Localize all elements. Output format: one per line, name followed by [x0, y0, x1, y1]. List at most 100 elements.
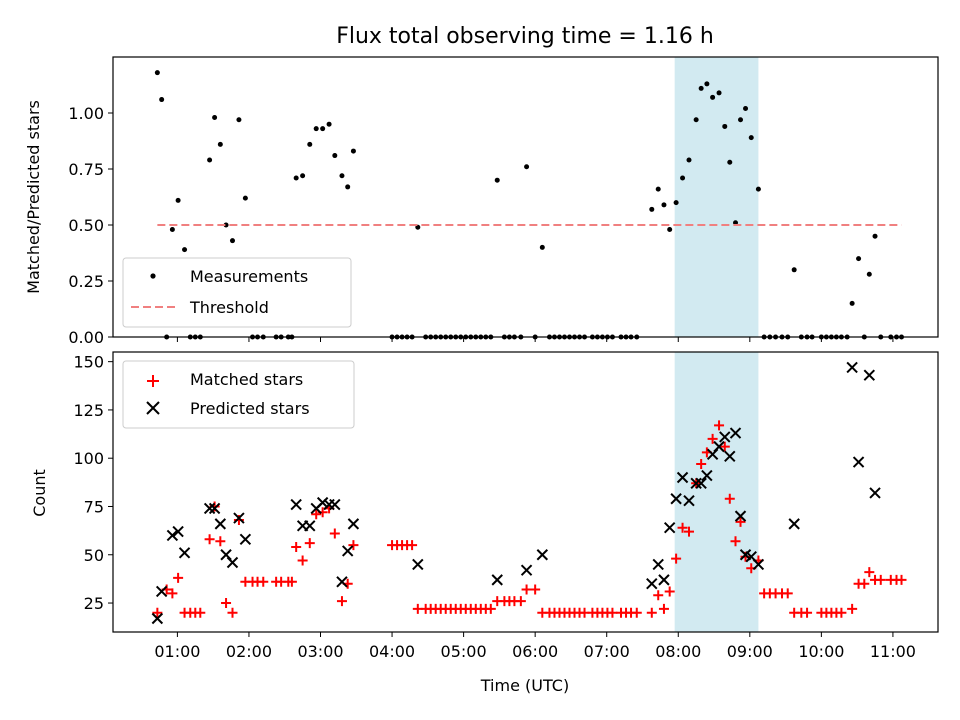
matched-star-point [304, 538, 315, 549]
measurement-point [293, 175, 299, 181]
matched-star-point [167, 588, 178, 599]
matched-star-point [195, 607, 206, 618]
x-tick-label: 02:00 [226, 642, 272, 661]
top-shaded-region [674, 57, 759, 337]
bottom-shaded-span [674, 352, 759, 632]
x-axis-label: Time (UTC) [480, 676, 569, 695]
matched-star-point [653, 590, 664, 601]
x-tick-label: 06:00 [512, 642, 558, 661]
matched-star-point [530, 584, 541, 595]
predicted-star-point [304, 520, 316, 532]
predicted-star-point [752, 558, 765, 571]
predicted-star-point [214, 518, 227, 530]
top-y-tick-label: 0.00 [68, 328, 104, 347]
top-axes-frame [112, 56, 939, 338]
legend-marker-predicted-stars [146, 401, 160, 415]
bottom-y-tick-label: 100 [73, 449, 104, 468]
measurement-point [710, 94, 716, 100]
measurement-point [722, 123, 728, 129]
predicted-star-point [646, 578, 658, 590]
top-y-axis-label: Matched/Predicted stars [24, 100, 43, 294]
measurement-point [539, 244, 545, 250]
bottom-plot-marks [151, 361, 907, 625]
legend-label-predicted-stars: Predicted stars [190, 399, 310, 418]
predicted-star-point [719, 431, 731, 443]
measurement-point [207, 157, 213, 163]
matched-star-point [730, 536, 741, 547]
predicted-star-point [852, 456, 865, 468]
predicted-star-point [869, 487, 881, 499]
measurement-point [345, 184, 351, 190]
predicted-star-point [347, 518, 360, 530]
bottom-legend: Matched stars Predicted stars [122, 360, 355, 429]
top-shaded-span [674, 57, 759, 337]
predicted-star-point [788, 518, 800, 530]
measurement-point [704, 81, 710, 87]
matched-star-point [336, 596, 347, 607]
matched-star-point [607, 607, 618, 618]
x-tick-label: 05:00 [441, 642, 487, 661]
matched-star-point [631, 607, 642, 618]
bottom-y-tick-label: 150 [73, 353, 104, 372]
matched-star-point [719, 441, 730, 452]
matched-star-point [696, 459, 707, 469]
bottom-y-axis-label: Count [30, 469, 49, 517]
matched-star-point [735, 516, 746, 527]
measurement-point [169, 226, 175, 232]
matched-star-point [836, 607, 847, 618]
top-y-tick-label: 0.50 [68, 216, 104, 235]
measurement-point [212, 114, 218, 120]
measurement-point [791, 267, 797, 273]
x-tick-label: 10:00 [798, 642, 844, 661]
measurement-point [693, 117, 699, 123]
predicted-star-point [846, 361, 858, 374]
measurement-point [667, 226, 673, 232]
matched-star-point [521, 584, 532, 595]
bottom-axes-frame [112, 351, 939, 633]
predicted-star-point [316, 496, 329, 509]
predicted-star-point [658, 574, 670, 586]
predicted-star-point [713, 440, 725, 453]
predicted-star-point [226, 556, 239, 569]
measurement-point [673, 200, 679, 206]
measurement-point [159, 97, 165, 103]
predicted-star-point [208, 502, 221, 515]
predicted-star-point [724, 450, 736, 462]
top-y-tick-label: 1.00 [68, 104, 104, 123]
matched-star-point [664, 586, 675, 597]
predicted-star-point [491, 574, 503, 586]
measurement-point [748, 135, 754, 141]
matched-star-point [714, 420, 725, 431]
legend-marker-measurements [150, 273, 156, 279]
legend-label-measurements: Measurements [190, 267, 308, 286]
bottom-y-tick-label: 25 [84, 594, 104, 613]
top-y-tick-label: 0.25 [68, 272, 104, 291]
measurement-point [743, 106, 749, 112]
matched-star-point [329, 528, 340, 539]
measurement-point [223, 222, 229, 228]
measurement-point [229, 238, 235, 244]
predicted-star-point [166, 529, 179, 542]
measurement-point [686, 157, 692, 163]
predicted-star-point [863, 369, 876, 381]
predicted-star-point [690, 477, 702, 490]
matched-star-point [658, 603, 669, 614]
matched-star-point [311, 509, 322, 520]
matched-star-point [875, 574, 886, 585]
measurement-point [313, 126, 319, 132]
measurement-point [649, 206, 655, 212]
predicted-star-point [239, 533, 252, 546]
matched-star-point [348, 540, 359, 551]
predicted-star-point [233, 512, 245, 524]
measurement-point [856, 256, 862, 262]
bottom-y-tick-label: 50 [84, 546, 104, 565]
matched-star-point [864, 567, 875, 578]
predicted-star-point [729, 427, 742, 439]
predicted-star-point [683, 494, 695, 507]
predicted-star-point [536, 549, 549, 561]
measurement-point [698, 85, 704, 91]
x-tick-label: 03:00 [297, 642, 343, 661]
predicted-star-point [336, 576, 348, 588]
matched-star-point [227, 607, 238, 618]
matched-star-point [291, 542, 302, 553]
